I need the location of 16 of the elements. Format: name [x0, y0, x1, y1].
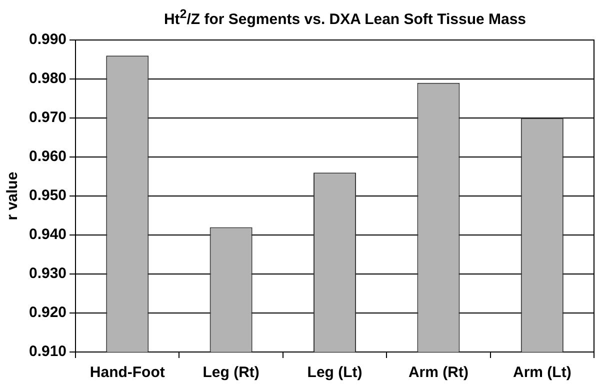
y-tick-label: 0.910: [28, 343, 67, 360]
y-tick-label: 0.970: [28, 109, 67, 126]
y-axis-title: r value: [4, 172, 22, 220]
x-tick-label: Hand-Foot: [90, 364, 165, 382]
y-tick-label: 0.940: [28, 226, 67, 244]
x-tick-label: Arm (Lt): [512, 364, 572, 382]
x-tick-label: Leg (Rt): [202, 364, 260, 382]
y-tick-label: 0.920: [28, 304, 67, 322]
chart-title: Ht$^{2}$/Z for Segments vs. DXA Lean Soft Tissue Mass: [162, 6, 528, 28]
y-tick-label: 0.950: [28, 187, 67, 204]
x-tick-label: Leg (Lt): [307, 364, 362, 382]
y-tick-label: 0.990: [28, 31, 67, 48]
x-tick-label: Arm (Rt): [408, 364, 468, 382]
y-tick-label: 0.930: [28, 265, 67, 282]
y-tick-label: 0.960: [28, 148, 67, 166]
y-tick-label: 0.980: [28, 70, 67, 88]
